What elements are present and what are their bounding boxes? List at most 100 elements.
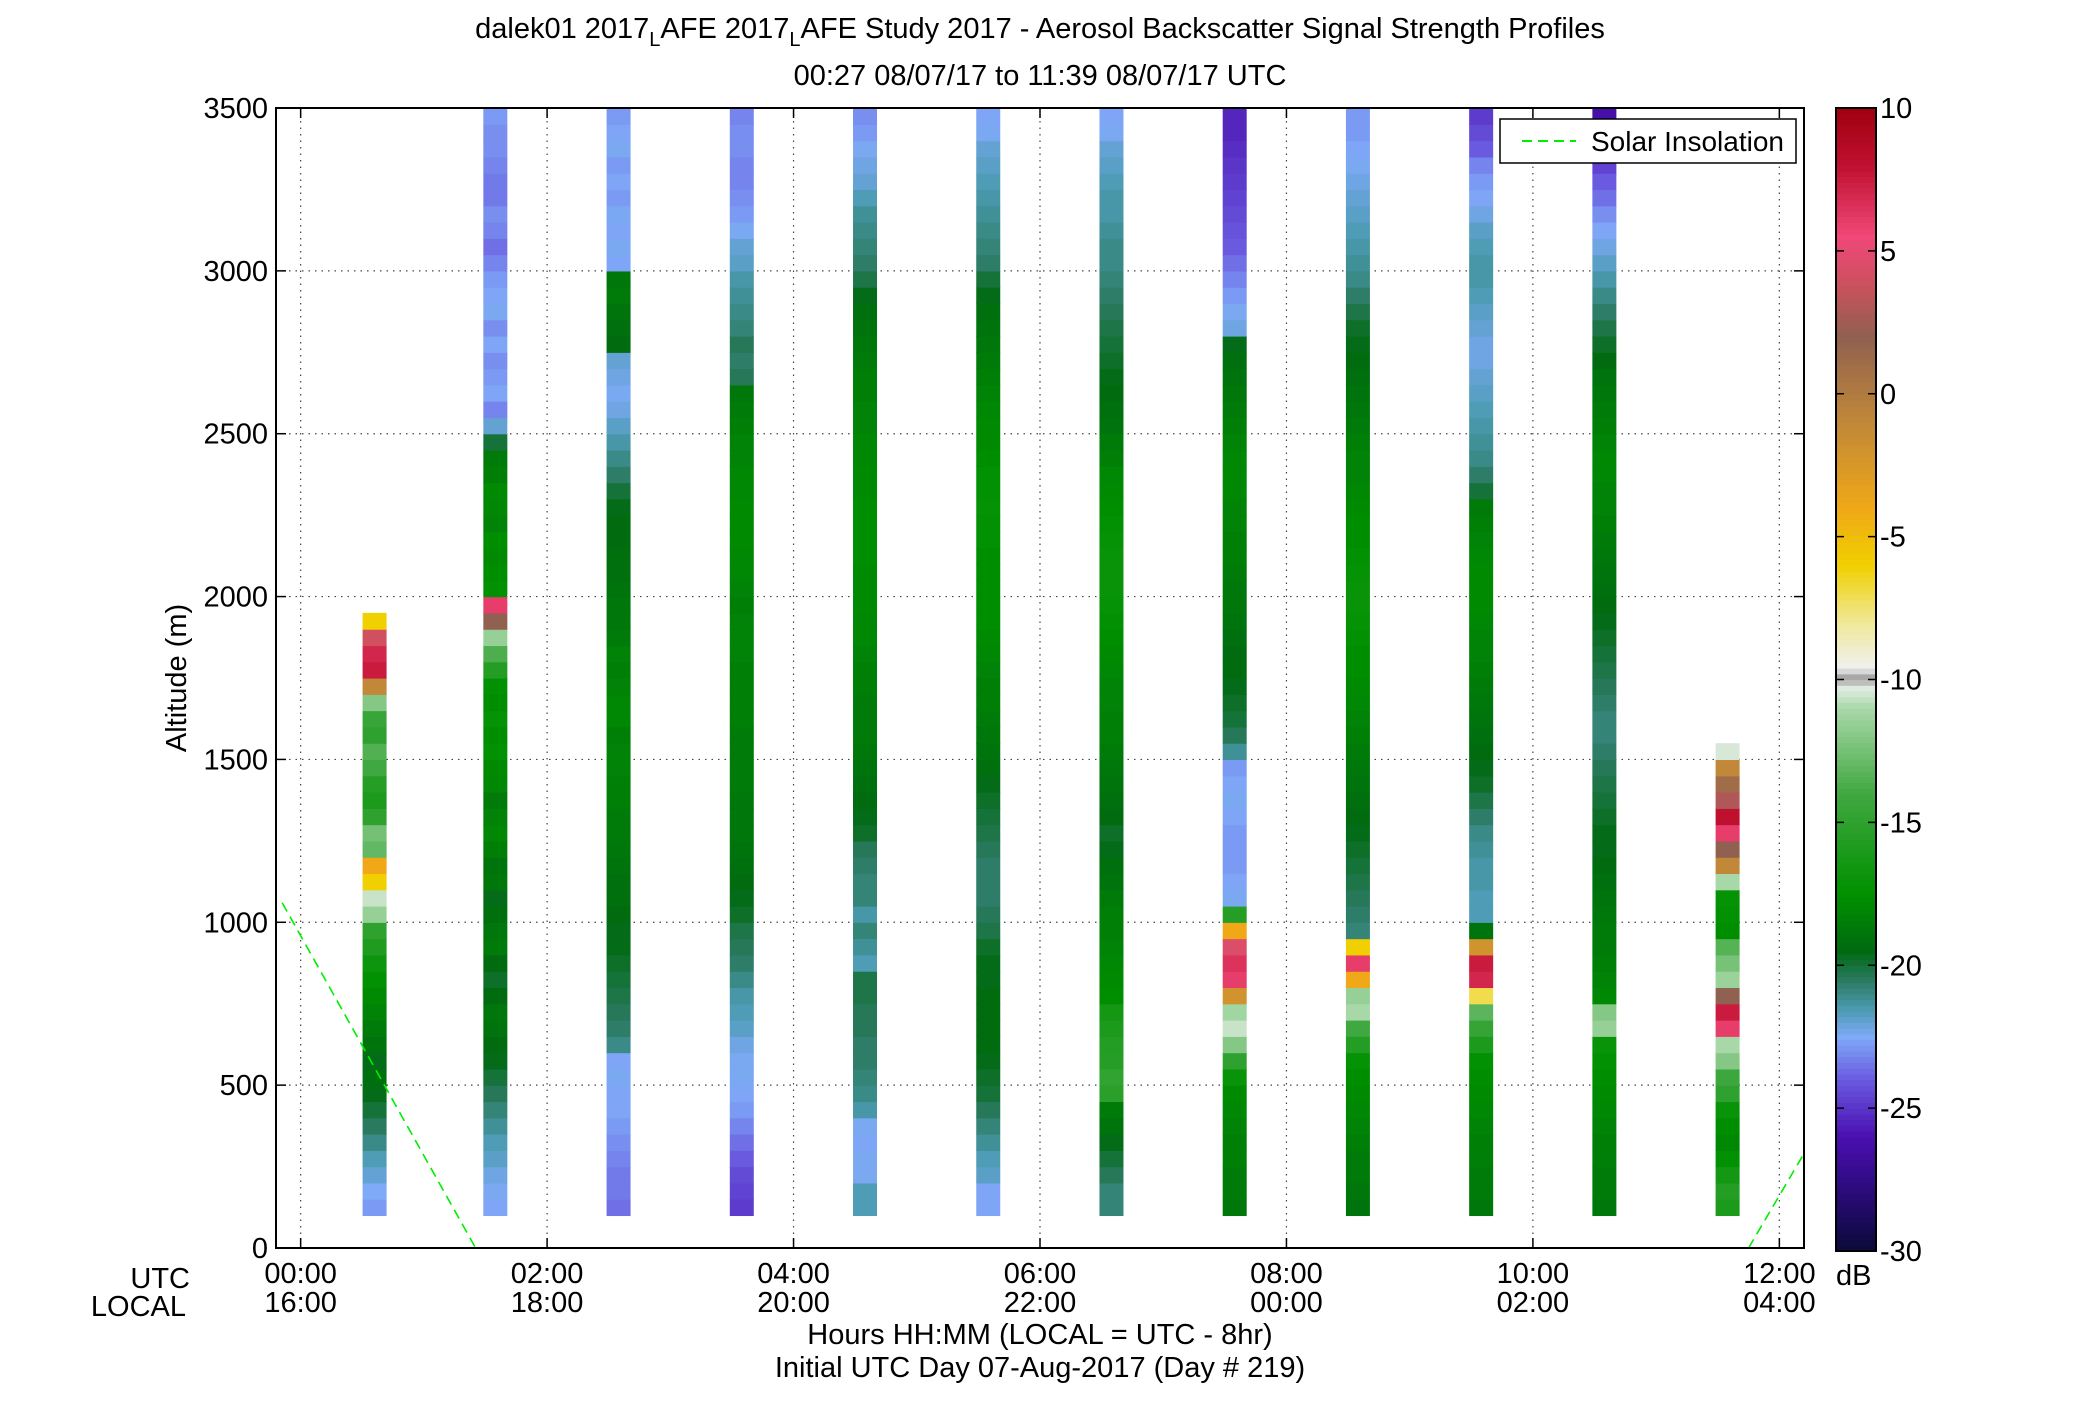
profile-cell — [606, 319, 631, 337]
profile-cell — [1592, 1182, 1617, 1200]
profile-cell — [853, 564, 878, 581]
profile-cell — [606, 1085, 631, 1103]
profile-cell — [1469, 124, 1494, 142]
colorbar-segment — [1836, 170, 1876, 178]
profile-cell — [853, 547, 878, 565]
profile-cell — [1099, 824, 1124, 842]
profile-cell — [853, 1068, 878, 1086]
profile-cell — [729, 336, 754, 353]
profile-cell — [1099, 303, 1124, 321]
colorbar-segment — [1836, 828, 1876, 835]
profile-column — [1099, 108, 1124, 1217]
colorbar-tick-label: 0 — [1880, 379, 1896, 411]
profile-cell — [1099, 1068, 1124, 1086]
profile-cell — [606, 1068, 631, 1086]
profile-cell — [483, 547, 508, 565]
profile-cell — [1222, 303, 1247, 321]
profile-cell — [853, 287, 878, 305]
profile-cell — [729, 466, 754, 484]
profile-cell — [853, 466, 878, 484]
colorbar-segment — [1836, 1199, 1876, 1206]
profile-cell — [976, 1117, 1001, 1135]
profile-cell — [483, 954, 508, 972]
profile-cell — [1099, 775, 1124, 793]
profile-cell — [606, 515, 631, 533]
profile-cell — [1345, 173, 1370, 191]
profile-cell — [976, 140, 1001, 158]
colorbar-segment — [1836, 1010, 1876, 1018]
x-tick-label-local: 04:00 — [1743, 1287, 1816, 1319]
profile-cell — [362, 1020, 387, 1037]
profile-cell — [606, 254, 631, 272]
profile-cell — [1592, 1020, 1617, 1037]
profile-cell — [606, 336, 631, 353]
profile-cell — [1345, 743, 1370, 761]
colorbar-segment — [1836, 330, 1876, 338]
colorbar-segment — [1836, 725, 1876, 732]
profile-cell — [1099, 971, 1124, 989]
colorbar-segment — [1836, 188, 1876, 195]
profile-cell — [1469, 1003, 1494, 1021]
colorbar-segment — [1836, 1033, 1876, 1041]
profile-cell — [1099, 466, 1124, 484]
profile-cell — [1222, 336, 1247, 353]
profile-cell — [362, 1101, 387, 1119]
colorbar-segment — [1836, 153, 1876, 161]
profile-cell — [1592, 43, 1616, 60]
profile-cell — [362, 889, 387, 907]
colorbar-segment — [1836, 862, 1876, 869]
profile-cell — [1222, 792, 1247, 809]
profile-cell — [729, 596, 754, 614]
profile-cell — [1099, 792, 1124, 809]
profile-cell — [1592, 75, 1616, 92]
profile-cell — [853, 1036, 878, 1054]
profile-cell — [1222, 1036, 1247, 1054]
profile-cell — [606, 384, 631, 402]
profile-cell — [606, 1052, 631, 1070]
profile-cell — [976, 743, 1001, 761]
colorbar-segment — [1836, 319, 1876, 326]
profile-cell — [483, 417, 508, 435]
colorbar-segment — [1836, 513, 1876, 521]
profile-cell — [606, 1036, 631, 1054]
profile-cell — [729, 156, 754, 174]
profile-cell — [1469, 824, 1494, 842]
profile-cell — [729, 1199, 754, 1217]
profile-cell — [1469, 254, 1494, 272]
profile-cell — [1099, 482, 1124, 500]
colorbar-segment — [1836, 650, 1876, 658]
profile-cell — [853, 1199, 878, 1217]
profile-cell — [729, 287, 754, 305]
profile-cell — [976, 270, 1001, 288]
profile-cell — [483, 401, 508, 419]
profile-cell — [362, 645, 387, 663]
colorbar-segment — [1836, 988, 1876, 995]
profile-cell — [1222, 840, 1247, 858]
profile-cell — [1099, 547, 1124, 565]
profile-cell — [1469, 222, 1494, 239]
x-row-label-local: LOCAL — [91, 1291, 186, 1323]
colorbar-segment — [1836, 496, 1876, 503]
y-tick-label: 2000 — [203, 582, 268, 614]
profile-cell — [606, 775, 631, 793]
profile-cell — [976, 401, 1001, 419]
profile-cell — [606, 189, 631, 207]
colorbar-segment — [1836, 228, 1876, 235]
profile-cell — [976, 482, 1001, 500]
profile-cell — [1592, 205, 1617, 223]
colorbar-segment — [1836, 1188, 1876, 1195]
profile-cell — [606, 108, 631, 125]
colorbar-segment — [1836, 1090, 1876, 1098]
profile-cell — [1099, 173, 1124, 191]
profile-cell — [853, 1020, 878, 1037]
profile-cell — [1592, 173, 1617, 191]
profile-cell — [606, 661, 631, 679]
colorbar-segment — [1836, 633, 1876, 641]
profile-cell — [1222, 108, 1247, 125]
profile-cell — [1345, 922, 1370, 940]
colorbar-segment — [1836, 1073, 1876, 1081]
profile-cell — [1345, 1134, 1370, 1151]
colorbar-segment — [1836, 593, 1876, 601]
colorbar-segment — [1836, 685, 1876, 692]
profile-cell — [1222, 922, 1247, 940]
